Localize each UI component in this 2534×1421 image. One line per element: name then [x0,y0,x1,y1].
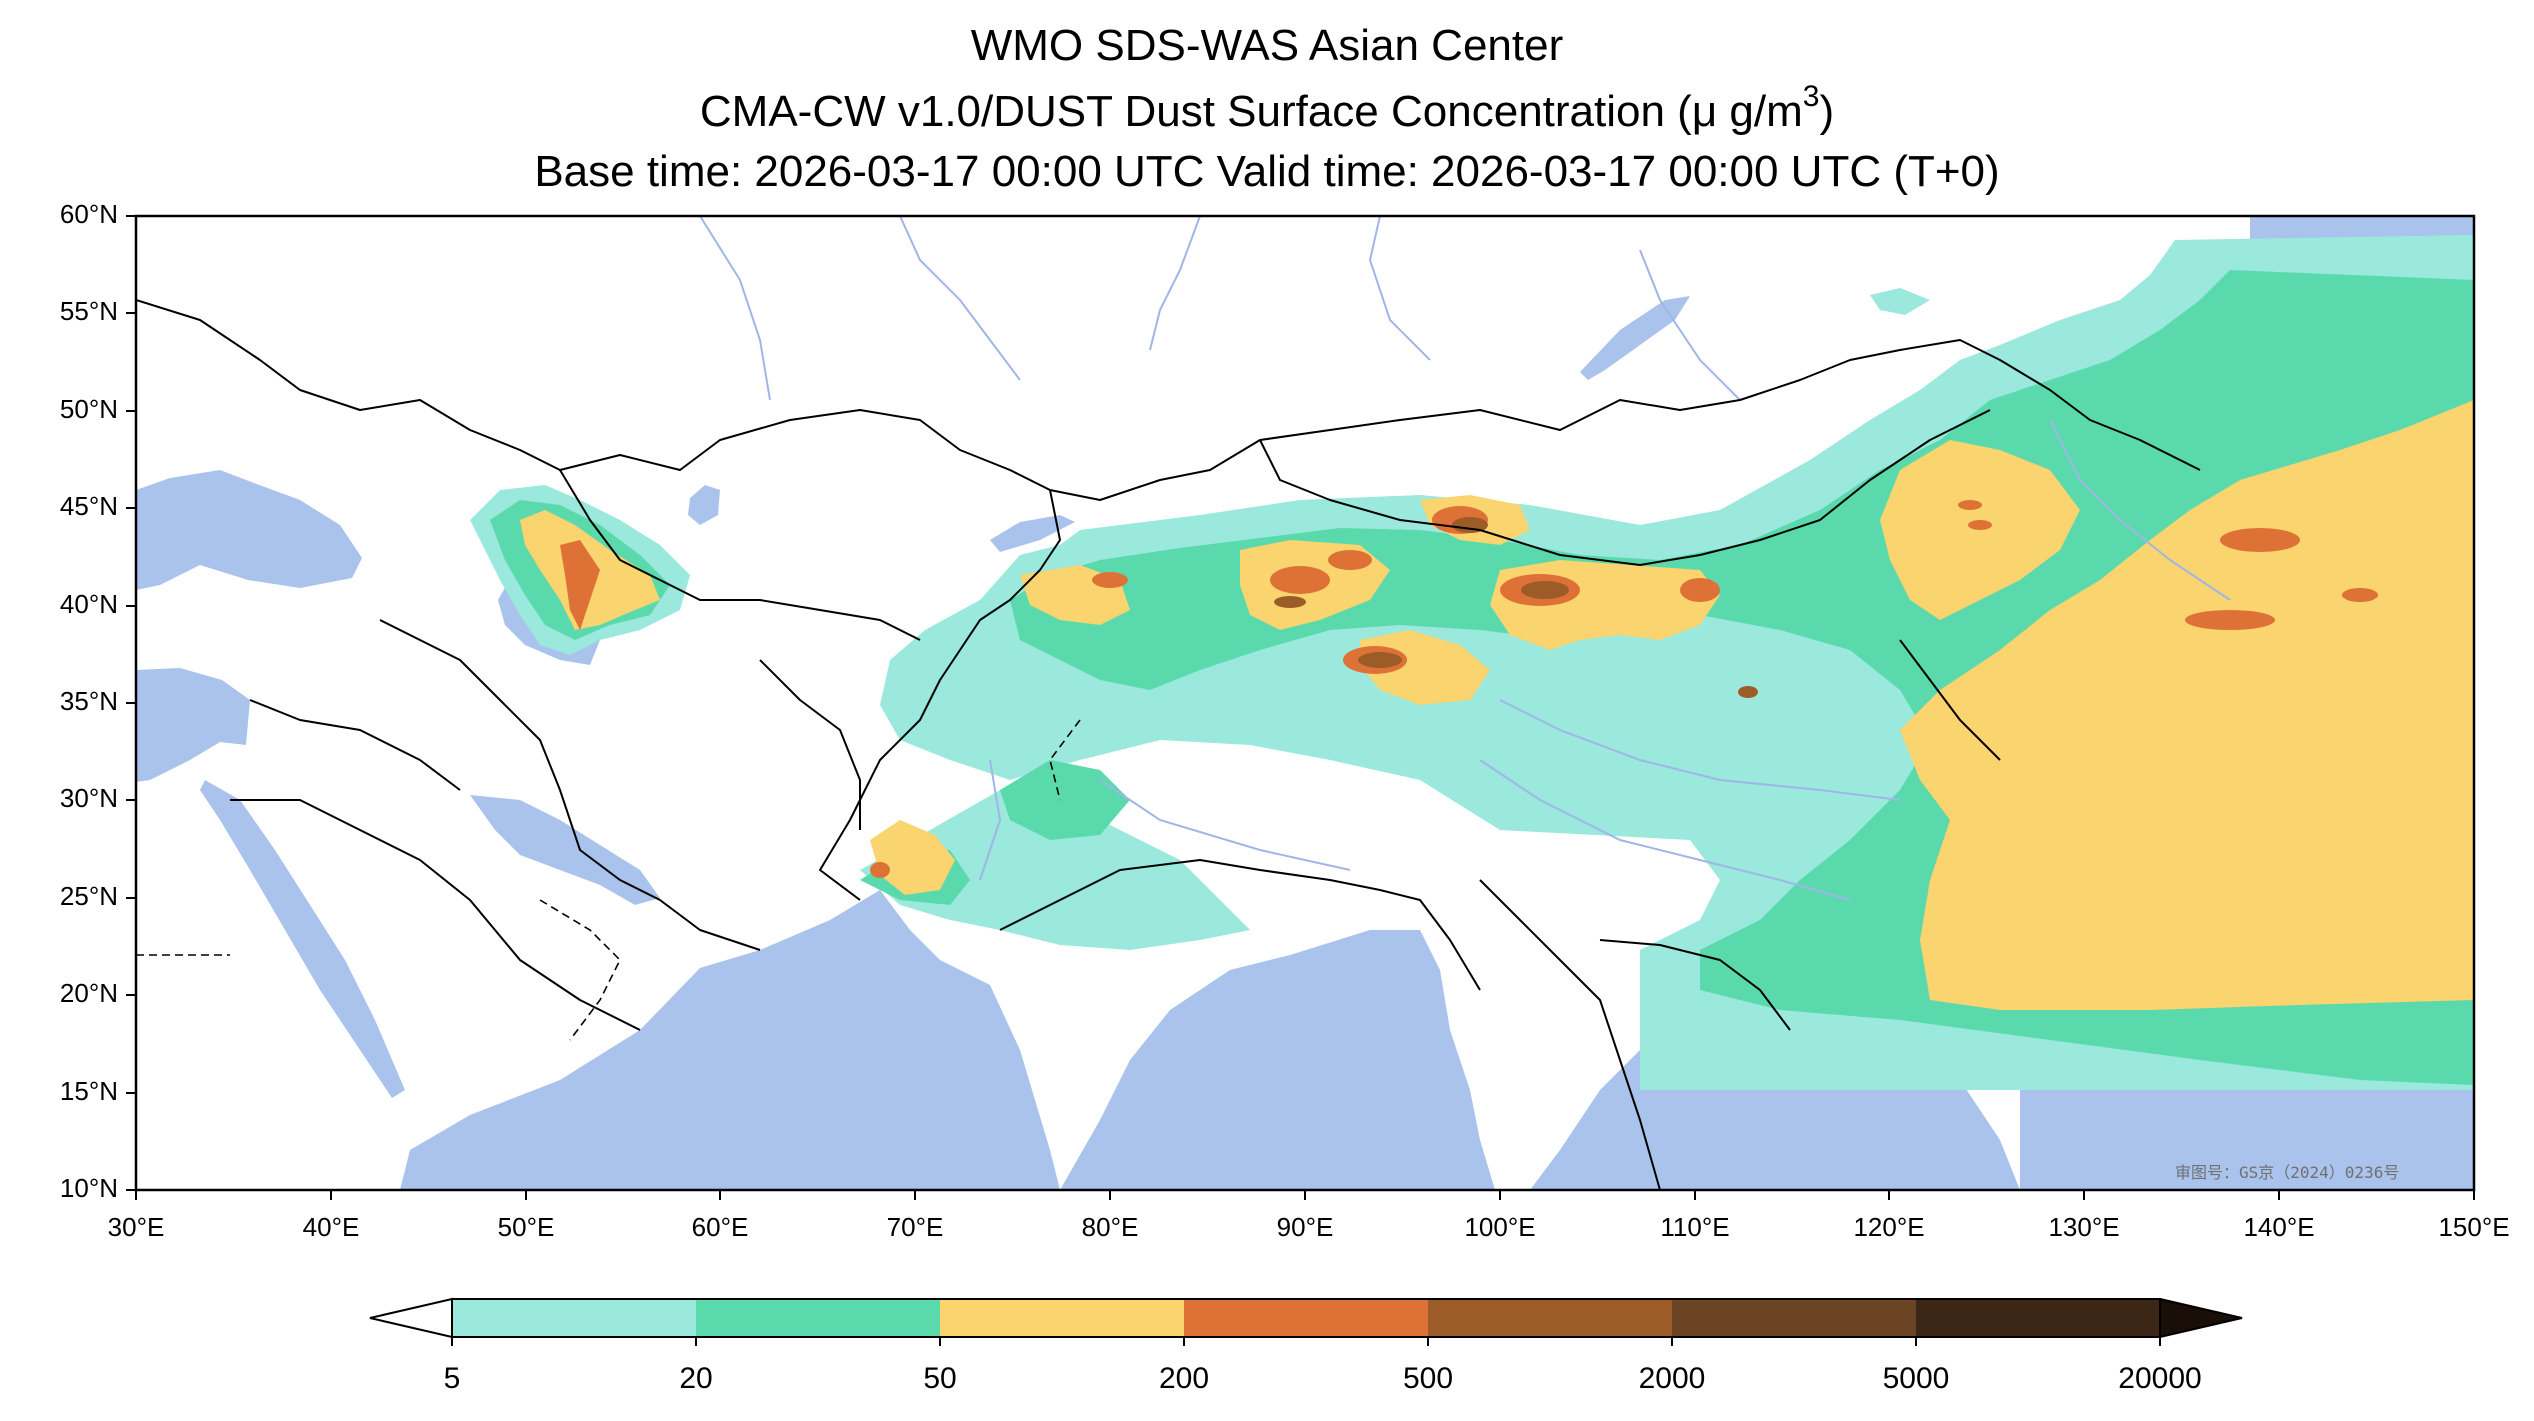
axis-ticks [126,215,2475,1200]
colorbar-label-5: 5 [443,1362,461,1395]
colorbar-frame [451,1298,2161,1338]
colorbar-bin-5 [1672,1299,1916,1337]
colorbar-label-20000: 20000 [2118,1362,2202,1395]
persian-gulf [470,795,660,905]
country-borders-dashed [136,719,1081,1041]
lon-label-130: 130°E [2048,1212,2120,1242]
lat-label-55: 55°N [59,296,118,326]
lon-label-50: 50°E [497,1212,555,1242]
lat-label-40: 40°N [59,589,118,619]
lon-label-60: 60°E [691,1212,749,1242]
lat-label-30: 30°N [59,783,118,813]
black-sea [136,470,362,590]
colorbar-bin-3 [1184,1299,1428,1337]
product-title-close: ) [1819,87,1835,136]
lat-label-35: 35°N [59,686,118,716]
lake-balkhash [990,515,1075,552]
water-bodies [136,216,2474,1190]
colorbar-ticks [451,1337,2161,1346]
colorbar-bin-6 [1916,1299,2160,1337]
bay-of-bengal [1060,930,1495,1190]
lat-label-50: 50°N [59,394,118,424]
colorbar-bin-2 [940,1299,1184,1337]
time-info: Base time: 2026-03-17 00:00 UTC Valid ti… [534,147,2000,196]
colorbar-bin-4 [1428,1299,1672,1337]
colorbar-label-50: 50 [923,1362,957,1395]
lon-label-110: 110°E [1660,1212,1730,1242]
lon-label-40: 40°E [302,1212,360,1242]
lat-label-20: 20°N [59,978,118,1008]
lon-label-150: 150°E [2438,1212,2510,1242]
unit-exponent: 3 [1802,80,1820,113]
lat-label-15: 15°N [59,1076,118,1106]
colorbar-label-500: 500 [1402,1362,1454,1395]
chart-title: WMO SDS-WAS Asian Center [970,21,1564,70]
colorbar-extend-high [2159,1297,2243,1339]
red-sea [200,780,405,1098]
colorbar-label-5000: 5000 [1882,1362,1950,1395]
colorbar-bin-1 [696,1299,940,1337]
colorbar-bin-0 [452,1299,696,1337]
product-title-text: CMA-CW v1.0/DUST Dust Surface Concentrat… [699,87,1803,136]
lon-label-120: 120°E [1853,1212,1925,1242]
aral-sea [688,485,720,525]
lon-label-30: 30°E [107,1212,165,1242]
lon-label-70: 70°E [886,1212,944,1242]
arabian-sea-indian-ocean [400,890,1060,1190]
lon-label-90: 90°E [1276,1212,1334,1242]
lat-label-60: 60°N [59,199,118,229]
colorbar-extend-low [369,1297,453,1339]
lat-label-25: 25°N [59,881,118,911]
lat-label-10: 10°N [59,1173,118,1203]
mediterranean [136,668,250,782]
colorbar-label-200: 200 [1158,1362,1210,1395]
colorbar-label-2000: 2000 [1638,1362,1706,1395]
rivers [699,216,2231,901]
country-borders [136,299,2201,1190]
map-content [136,216,2474,1190]
map-approval-number: 审图号：GS京（2024）0236号 [2175,1163,2400,1182]
pacific-southeast [2020,1090,2474,1190]
lat-label-45: 45°N [59,491,118,521]
lon-label-140: 140°E [2243,1212,2315,1242]
lon-label-100: 100°E [1464,1212,1536,1242]
dust-layer-500-2000 [1274,517,1758,698]
colorbar-label-20: 20 [679,1362,713,1395]
product-title: CMA-CW v1.0/DUST Dust Surface Concentrat… [0,82,2534,138]
lon-label-80: 80°E [1081,1212,1139,1242]
lake-baikal [1580,296,1690,380]
